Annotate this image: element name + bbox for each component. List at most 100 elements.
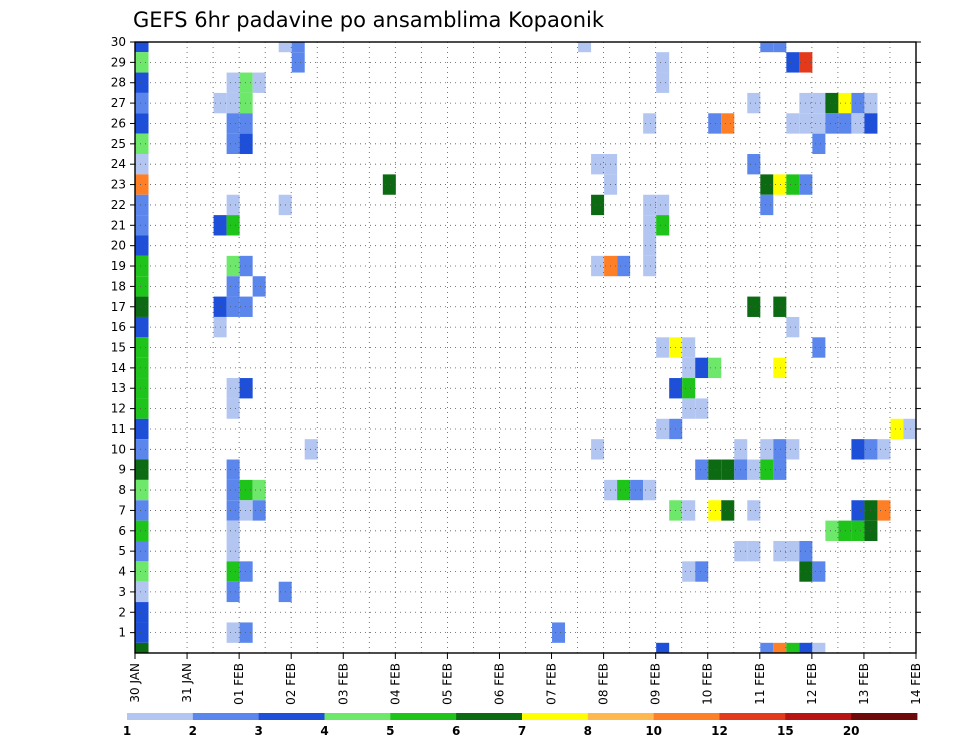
- heatmap-cell: [812, 113, 826, 134]
- x-tick-label: 01 FEB: [232, 663, 246, 705]
- heatmap-cell: [226, 378, 240, 399]
- heatmap-cell: [135, 174, 149, 195]
- heatmap-cell: [226, 581, 240, 603]
- heatmap-cell: [239, 255, 253, 277]
- heatmap-cell: [682, 378, 696, 399]
- heatmap-cell: [786, 316, 800, 338]
- heatmap-cell: [135, 194, 149, 216]
- heatmap-cell: [578, 42, 592, 53]
- heatmap-cell: [226, 113, 240, 134]
- x-tick-label: 08 FEB: [597, 663, 611, 705]
- heatmap-cell: [135, 581, 149, 603]
- heatmap-cell: [135, 337, 149, 358]
- heatmap-cell: [812, 561, 826, 582]
- heatmap-cell: [135, 378, 149, 399]
- heatmap-cell: [135, 92, 149, 114]
- heatmap-cell: [747, 500, 761, 521]
- colorbar-label: 20: [843, 724, 860, 738]
- colorbar-label: 3: [254, 724, 262, 738]
- heatmap-cell: [643, 215, 657, 236]
- y-tick-label: 23: [111, 178, 126, 192]
- heatmap-cell: [135, 42, 149, 53]
- heatmap-cell: [591, 154, 605, 175]
- heatmap-cell: [773, 42, 787, 53]
- y-tick-label: 28: [111, 76, 126, 90]
- heatmap-cell: [135, 316, 149, 338]
- heatmap-cell: [773, 357, 787, 379]
- colorbar-swatch: [456, 713, 523, 720]
- heatmap-cell: [851, 113, 865, 134]
- heatmap-cell: [135, 296, 149, 317]
- heatmap-cell: [721, 500, 735, 521]
- colorbar-swatch: [390, 713, 457, 720]
- heatmap-cell: [135, 439, 149, 460]
- heatmap-cell: [773, 540, 787, 562]
- heatmap-cell: [135, 418, 149, 440]
- colorbar-label: 1: [123, 724, 131, 738]
- heatmap-cell: [239, 479, 253, 501]
- x-tick-label: 31 JAN: [180, 663, 194, 703]
- heatmap-cell: [591, 439, 605, 460]
- heatmap-cell: [695, 561, 709, 582]
- heatmap-cell: [135, 500, 149, 521]
- heatmap-cell: [135, 357, 149, 379]
- heatmap-cell: [825, 520, 839, 541]
- heatmap-cell: [812, 337, 826, 358]
- heatmap-cell: [252, 72, 266, 93]
- y-tick-label: 21: [111, 218, 126, 232]
- heatmap-cell: [226, 255, 240, 277]
- heatmap-cell: [135, 215, 149, 236]
- heatmap-cell: [135, 459, 149, 480]
- heatmap-cell: [760, 642, 774, 653]
- heatmap-cell: [838, 113, 852, 134]
- y-tick-label: 17: [111, 300, 126, 314]
- colorbar-label: 15: [777, 724, 794, 738]
- x-tick-label: 30 JAN: [128, 663, 142, 703]
- heatmap-cell: [135, 561, 149, 582]
- y-axis: 1234567891011121314151617181920212223242…: [111, 35, 921, 640]
- heatmap-cell: [721, 113, 735, 134]
- heatmap-cell: [760, 42, 774, 53]
- colorbar-label: 5: [386, 724, 394, 738]
- heatmap-cell: [226, 561, 240, 582]
- x-tick-label: 07 FEB: [545, 663, 559, 705]
- heatmap-cell: [135, 72, 149, 93]
- y-tick-label: 30: [111, 35, 126, 49]
- colorbar-label: 7: [518, 724, 526, 738]
- x-tick-label: 06 FEB: [492, 663, 506, 705]
- heatmap-cell: [695, 357, 709, 379]
- heatmap-cell: [643, 255, 657, 277]
- y-tick-label: 11: [111, 422, 126, 436]
- heatmap-cell: [851, 439, 865, 460]
- heatmap-cell: [304, 439, 318, 460]
- heatmap-cell: [135, 398, 149, 419]
- heatmap-cell: [760, 194, 774, 216]
- heatmap-cell: [656, 418, 670, 440]
- x-tick-label: 03 FEB: [336, 663, 350, 705]
- y-tick-label: 22: [111, 198, 126, 212]
- heatmap-cell: [135, 276, 149, 297]
- heatmap-cell: [747, 154, 761, 175]
- colorbar-swatch: [785, 713, 852, 720]
- heatmap-cell: [838, 520, 852, 541]
- y-tick-label: 6: [118, 524, 126, 538]
- colorbar: 1 2 3 4 5 6 7 8 10 12 15 20: [123, 713, 918, 738]
- heatmap-cell: [695, 398, 709, 419]
- y-tick-label: 1: [118, 626, 126, 640]
- heatmap-cell: [226, 479, 240, 501]
- heatmap-cell: [760, 174, 774, 195]
- heatmap-cell: [226, 500, 240, 521]
- heatmap-cell: [226, 459, 240, 480]
- heatmap-cell: [135, 154, 149, 175]
- heatmap-cell: [851, 500, 865, 521]
- heatmap-cell: [630, 479, 644, 501]
- colorbar-swatch: [127, 713, 194, 720]
- heatmap-cell: [786, 642, 800, 653]
- x-tick-label: 11 FEB: [753, 663, 767, 705]
- heatmap-cell: [773, 459, 787, 480]
- heatmap-cell: [643, 194, 657, 216]
- heatmap-cell: [226, 520, 240, 541]
- heatmap-cell: [890, 418, 904, 440]
- heatmap-cell: [708, 357, 722, 379]
- colorbar-label: 12: [711, 724, 728, 738]
